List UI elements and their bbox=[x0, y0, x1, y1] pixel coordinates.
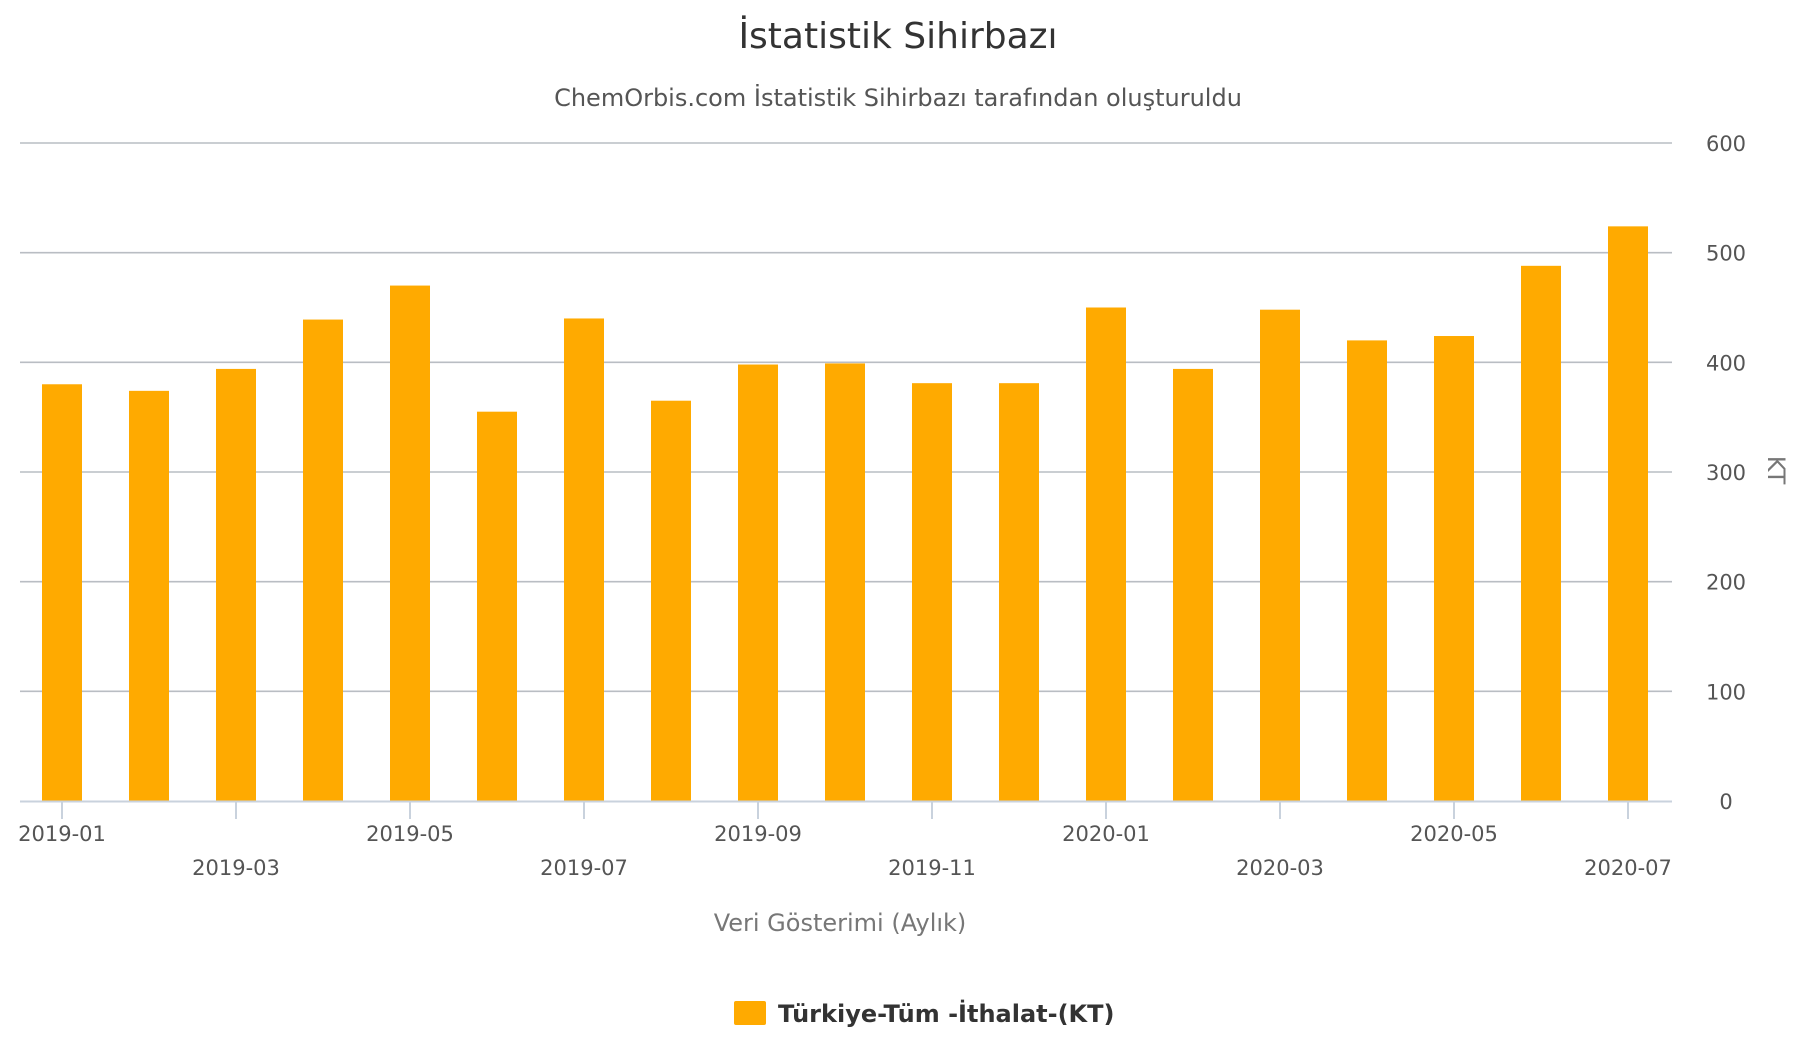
chart-title: İstatistik Sihirbazı bbox=[738, 15, 1057, 57]
axis-layer: 0 100 200 300 400 500 600 2019-01 2019-03 2019-05… bbox=[18, 132, 1746, 880]
bar-2020-05 bbox=[1434, 336, 1474, 801]
bar-2019-05 bbox=[390, 285, 430, 802]
x-tick-label-2020-05: 2020-05 bbox=[1410, 822, 1498, 846]
x-tick-label-2019-11: 2019-11 bbox=[888, 856, 976, 880]
bar-2019-06 bbox=[477, 411, 517, 801]
x-tick-label-2020-01: 2020-01 bbox=[1062, 822, 1150, 846]
legend-swatch bbox=[734, 1001, 766, 1025]
y-tick-label-600: 600 bbox=[1706, 132, 1746, 156]
legend-label: Türkiye-Tüm -İthalat-(KT) bbox=[778, 999, 1115, 1028]
y-tick-label-0: 0 bbox=[1719, 790, 1732, 814]
bar-2019-03 bbox=[216, 368, 256, 801]
x-tick-label-2020-03: 2020-03 bbox=[1236, 856, 1324, 880]
x-tick-label-2019-05: 2019-05 bbox=[366, 822, 454, 846]
bar-2019-12 bbox=[999, 383, 1039, 801]
bar-2019-11 bbox=[912, 383, 952, 801]
bar-2020-07 bbox=[1608, 226, 1648, 801]
bar-2019-10 bbox=[825, 363, 865, 801]
y-tick-label-200: 200 bbox=[1706, 571, 1746, 595]
bar-2020-01 bbox=[1086, 307, 1126, 801]
bar-2020-06 bbox=[1521, 265, 1561, 801]
bar-2019-09 bbox=[738, 364, 778, 801]
bar-2019-02 bbox=[129, 390, 169, 801]
bar-2019-08 bbox=[651, 400, 691, 801]
x-tick-label-2019-01: 2019-01 bbox=[18, 822, 106, 846]
bar-2020-03 bbox=[1260, 309, 1300, 801]
bar-2020-04 bbox=[1347, 340, 1387, 801]
y-axis-title: KT bbox=[1762, 456, 1790, 485]
bar-2020-02 bbox=[1173, 368, 1213, 801]
bar-2019-04 bbox=[303, 319, 343, 801]
bar-2019-07 bbox=[564, 318, 604, 801]
bars-layer bbox=[42, 226, 1648, 802]
bar-2019-01 bbox=[42, 384, 82, 801]
x-tick-label-2019-09: 2019-09 bbox=[714, 822, 802, 846]
x-axis-title: Veri Gösterimi (Aylık) bbox=[714, 909, 967, 937]
y-tick-label-300: 300 bbox=[1706, 461, 1746, 485]
x-tick-label-2019-07: 2019-07 bbox=[540, 856, 628, 880]
y-tick-label-100: 100 bbox=[1706, 680, 1746, 704]
legend[interactable]: Türkiye-Tüm -İthalat-(KT) bbox=[734, 999, 1115, 1028]
x-tick-label-2019-03: 2019-03 bbox=[192, 856, 280, 880]
x-tick-label-2020-07: 2020-07 bbox=[1584, 856, 1672, 880]
chart-subtitle: ChemOrbis.com İstatistik Sihirbazı taraf… bbox=[554, 83, 1242, 112]
y-tick-label-500: 500 bbox=[1706, 242, 1746, 266]
y-tick-label-400: 400 bbox=[1706, 351, 1746, 375]
